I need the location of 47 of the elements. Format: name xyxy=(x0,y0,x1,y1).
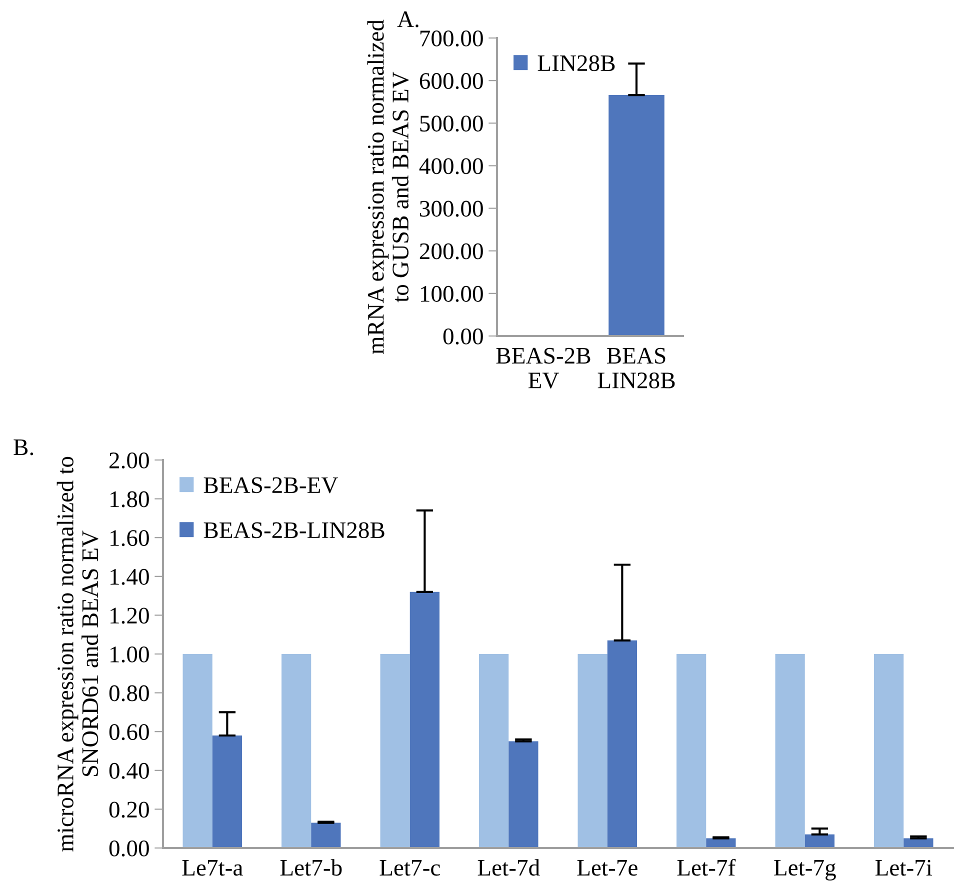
legend-label: LIN28B xyxy=(538,55,615,72)
y-tick-label: 200.00 xyxy=(420,243,483,260)
bar xyxy=(676,654,706,848)
y-tick-label: 1.20 xyxy=(110,608,149,624)
x-tick-label: Let7-b xyxy=(280,859,342,876)
y-tick-label: 0.60 xyxy=(109,724,149,740)
x-tick-label: Let-7e xyxy=(577,860,638,876)
x-tick-label: Let-7f xyxy=(677,858,736,876)
legend-label: BEAS-2B-EV xyxy=(204,477,338,494)
y-tick-label: 400.00 xyxy=(419,158,483,174)
bar xyxy=(775,654,805,848)
y-tick-label: 1.40 xyxy=(110,568,149,585)
bar xyxy=(578,654,608,848)
y-tick-label: 0.00 xyxy=(109,840,149,857)
x-tick-label: Le7t-a xyxy=(182,860,243,876)
y-tick-label: 0.40 xyxy=(109,762,149,779)
y-tick-label: 500.00 xyxy=(420,116,483,132)
x-tick-label: Let7-c xyxy=(380,860,440,876)
x-tick-label: BEAS LIN28B xyxy=(598,348,675,388)
y-tick-label: 1.00 xyxy=(110,646,149,663)
y-tick-label: 300.00 xyxy=(420,200,483,217)
y-tick-label: 600.00 xyxy=(420,73,483,90)
y-tick-label: 100.00 xyxy=(420,286,483,302)
chart-title: B. xyxy=(14,440,34,456)
bar xyxy=(311,822,341,848)
y-tick-label: 1.80 xyxy=(110,491,149,508)
y-tick-label: 1.60 xyxy=(110,530,149,546)
y-tick-label: 0.80 xyxy=(109,685,149,702)
bar xyxy=(182,654,212,848)
x-tick-label: Let-7g xyxy=(774,860,836,881)
bar xyxy=(212,735,242,848)
y-tick-label: 700.00 xyxy=(420,30,483,47)
y-tick-label: 0.20 xyxy=(109,802,149,818)
bar xyxy=(874,654,904,848)
y-tick-label: 0.00 xyxy=(443,328,483,345)
bar xyxy=(282,654,312,848)
bar xyxy=(607,640,637,848)
bar xyxy=(410,592,440,848)
y-tick-label: 2.00 xyxy=(110,452,149,469)
x-tick-label: Let-7i xyxy=(875,860,932,876)
legend-label: BEAS-2B-LIN28B xyxy=(204,522,384,538)
bar xyxy=(479,654,509,848)
x-tick-label: BEAS-2B EV xyxy=(496,348,590,389)
y-axis-title: microRNA expression ratio normalized to SNORD61 and BEAS EV xyxy=(56,456,98,852)
bar xyxy=(508,741,538,848)
bar xyxy=(380,654,410,848)
x-tick-label: Let-7d xyxy=(478,859,540,876)
